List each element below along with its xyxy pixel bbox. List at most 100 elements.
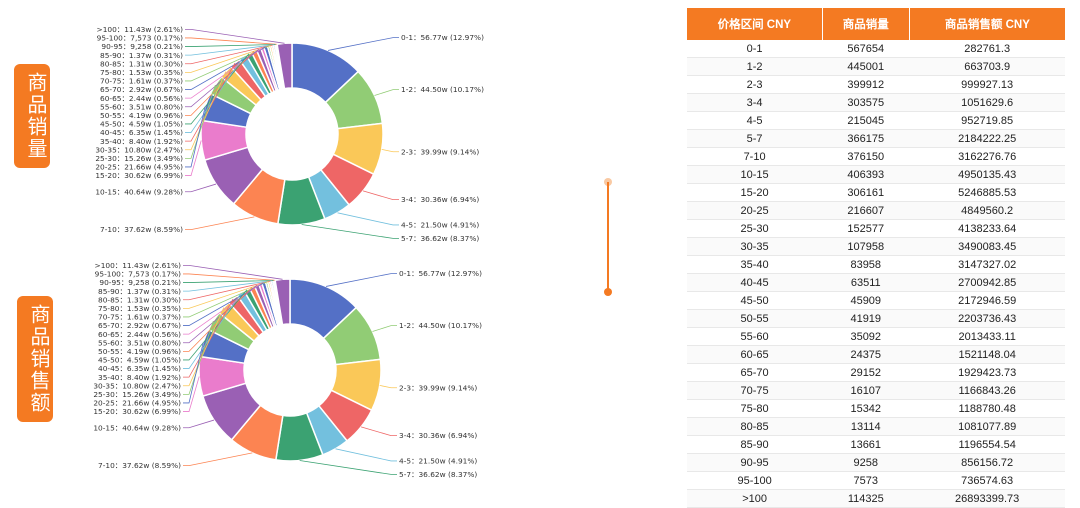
label-leader-line <box>183 280 274 283</box>
slice-data-label: 95-100：7,573 (0.17%) <box>95 270 181 279</box>
sales-volume-donut-chart: 0-1：56.77w (12.97%) 1-2：44.50w (10.17%) 2-… <box>95 25 484 243</box>
slice-data-label: 5-7：36.62w (8.37%) <box>399 470 477 479</box>
label-leader-line <box>185 57 244 133</box>
label-leader-line <box>183 293 242 369</box>
table-row: 90-95 9258 856156.72 <box>687 453 1065 472</box>
cell-sales-revenue: 1051629.6 <box>909 93 1065 112</box>
table-row: 35-40 83958 3147327.02 <box>687 255 1065 274</box>
label-leader-line <box>337 212 399 226</box>
cell-sales-revenue: 2172946.59 <box>909 291 1065 310</box>
donut-slice <box>274 278 291 326</box>
cell-price-range: 75-80 <box>687 399 823 418</box>
cell-sales-volume: 306161 <box>822 183 910 202</box>
cell-sales-revenue: 2013433.11 <box>909 327 1065 346</box>
slice-data-label: 0-1：56.77w (12.97%) <box>401 33 484 42</box>
label-leader-line <box>185 62 236 142</box>
slice-data-label: 15-20：30.62w (6.99%) <box>95 171 183 180</box>
label-leader-line <box>299 460 397 475</box>
cell-sales-volume: 152577 <box>822 219 910 238</box>
cell-sales-volume: 567654 <box>822 40 910 58</box>
cell-sales-volume: 114325 <box>822 489 910 508</box>
label-leader-line <box>185 140 202 176</box>
label-leader-line <box>183 298 234 378</box>
cell-sales-revenue: 736574.63 <box>909 471 1065 490</box>
cell-price-range: 25-30 <box>687 219 823 238</box>
label-leader-line <box>301 224 399 239</box>
cell-sales-volume: 63511 <box>822 273 910 292</box>
cell-sales-revenue: 26893399.73 <box>909 489 1065 508</box>
label-leader-line <box>374 89 399 96</box>
slice-data-label: 30-35：10.80w (2.47%) <box>95 145 183 154</box>
cell-sales-volume: 399912 <box>822 75 910 94</box>
cell-sales-volume: 215045 <box>822 111 910 130</box>
table-header-row: 价格区间 CNY 商品销量 商品销售额 CNY <box>687 8 1065 40</box>
sales-revenue-label: 商品销售额 <box>17 296 53 422</box>
cell-price-range: 2-3 <box>687 75 823 94</box>
label-leader-line <box>183 284 258 344</box>
table-row: 3-4 303575 1051629.6 <box>687 93 1065 112</box>
slice-data-label: 70-75：1.61w (0.37%) <box>98 313 181 322</box>
table-row: 1-2 445001 663703.9 <box>687 57 1065 76</box>
label-leader-line <box>183 419 215 429</box>
cell-sales-revenue: 282761.3 <box>909 40 1065 58</box>
cell-price-range: 20-25 <box>687 201 823 220</box>
cell-price-range: 3-4 <box>687 93 823 112</box>
slice-data-label: 80-85：1.31w (0.30%) <box>98 295 181 304</box>
label-leader-line <box>185 45 271 73</box>
cell-price-range: 60-65 <box>687 345 823 364</box>
cell-sales-revenue: 999927.13 <box>909 75 1065 94</box>
slice-data-label: 20-25：21.66w (4.95%) <box>95 163 183 172</box>
slice-data-label: 50-55：4.19w (0.96%) <box>100 111 183 120</box>
label-leader-line <box>183 283 261 335</box>
cell-sales-volume: 16107 <box>822 381 910 400</box>
cell-sales-volume: 9258 <box>822 453 910 472</box>
cell-sales-volume: 366175 <box>822 129 910 148</box>
label-leader-line <box>185 28 285 44</box>
slice-data-label: 1-2：44.50w (10.17%) <box>399 321 482 330</box>
label-leader-line <box>185 216 255 230</box>
slice-data-label: 85-90：1.37w (0.31%) <box>98 287 181 296</box>
slice-data-label: 40-45：6.35w (1.45%) <box>98 364 181 373</box>
slice-data-label: 60-65：2.44w (0.56%) <box>100 94 183 103</box>
table-row: 45-50 45909 2172946.59 <box>687 291 1065 310</box>
cell-price-range: 90-95 <box>687 453 823 472</box>
slice-data-label: >100：11.43w (2.61%) <box>97 25 184 34</box>
table-row: 30-35 107958 3490083.45 <box>687 237 1065 256</box>
donut-slice <box>276 42 293 90</box>
label-leader-line <box>183 376 200 412</box>
slice-data-label: 70-75：1.61w (0.37%) <box>100 77 183 86</box>
label-leader-line <box>185 106 206 168</box>
slice-data-label: 35-40：8.40w (1.92%) <box>98 373 181 382</box>
cell-sales-revenue: 5246885.53 <box>909 183 1065 202</box>
table-row: 40-45 63511 2700942.85 <box>687 273 1065 292</box>
slice-data-label: 20-25：21.66w (4.95%) <box>93 399 181 408</box>
table-row: 2-3 399912 999927.13 <box>687 75 1065 94</box>
slice-data-label: 3-4：30.36w (6.94%) <box>401 195 479 204</box>
label-leader-line <box>185 71 227 151</box>
cell-sales-revenue: 3162276.76 <box>909 147 1065 166</box>
cell-sales-revenue: 4849560.2 <box>909 201 1065 220</box>
cell-price-range: 4-5 <box>687 111 823 130</box>
table-row: 20-25 216607 4849560.2 <box>687 201 1065 220</box>
table-row: 5-7 366175 2184222.25 <box>687 129 1065 148</box>
cell-sales-revenue: 3490083.45 <box>909 237 1065 256</box>
cell-sales-revenue: 4950135.43 <box>909 165 1065 184</box>
cell-sales-revenue: 3147327.02 <box>909 255 1065 274</box>
slice-data-label: 7-10：37.62w (8.59%) <box>100 225 183 234</box>
cell-sales-revenue: 663703.9 <box>909 57 1065 76</box>
label-leader-line <box>185 84 216 159</box>
cell-sales-volume: 29152 <box>822 363 910 382</box>
cell-sales-volume: 445001 <box>822 57 910 76</box>
label-leader-line <box>183 307 225 387</box>
slice-data-label: 10-15：40.64w (9.28%) <box>93 423 181 432</box>
label-leader-line <box>325 273 397 287</box>
cell-price-range: 55-60 <box>687 327 823 346</box>
table-row: 7-10 376150 3162276.76 <box>687 147 1065 166</box>
cell-price-range: 70-75 <box>687 381 823 400</box>
cell-price-range: 15-20 <box>687 183 823 202</box>
label-leader-line <box>379 385 397 389</box>
slice-data-label: 35-40：8.40w (1.92%) <box>100 137 183 146</box>
slice-data-label: >100：11.43w (2.61%) <box>95 261 182 270</box>
cell-sales-revenue: 1521148.04 <box>909 345 1065 364</box>
cell-sales-volume: 13661 <box>822 435 910 454</box>
